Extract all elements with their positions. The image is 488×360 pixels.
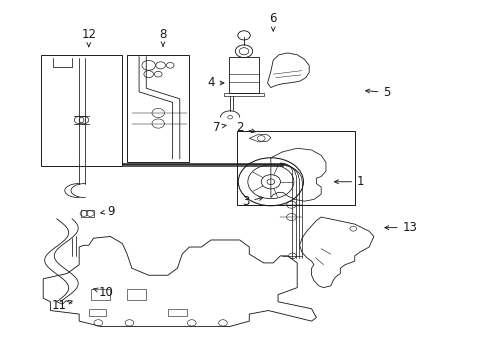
Text: 13: 13: [384, 221, 417, 234]
Text: 11: 11: [51, 299, 72, 312]
Text: 5: 5: [365, 86, 390, 99]
Text: 12: 12: [81, 28, 96, 46]
Text: 2: 2: [236, 121, 255, 134]
Text: 3: 3: [242, 195, 263, 208]
Text: 10: 10: [93, 286, 113, 299]
Text: 8: 8: [159, 28, 166, 46]
Text: 4: 4: [207, 76, 224, 90]
Text: 6: 6: [269, 12, 276, 31]
Text: 1: 1: [334, 175, 364, 188]
Text: 9: 9: [101, 204, 114, 217]
Text: 7: 7: [212, 121, 225, 134]
